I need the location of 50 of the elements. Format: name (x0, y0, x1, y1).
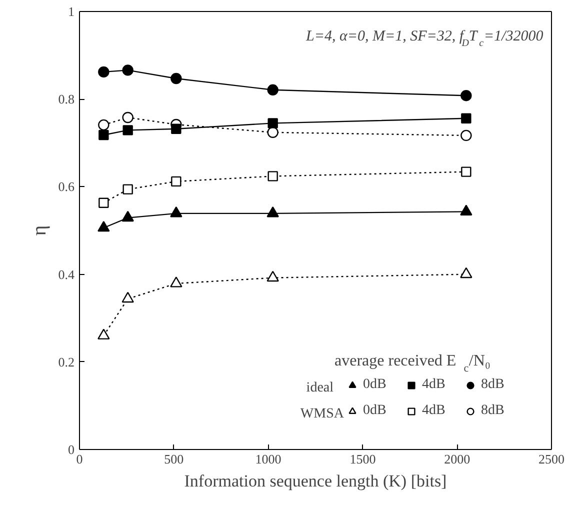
point (461, 166, 472, 177)
point (122, 292, 134, 303)
point (122, 184, 133, 194)
point (170, 276, 182, 288)
x-tick-label: 2500 (538, 452, 564, 466)
y-tick-label: 0.2 (58, 354, 74, 370)
point (460, 204, 472, 216)
y-tick-label: 0.8 (58, 92, 74, 107)
y-tick-label: 0.6 (58, 179, 75, 194)
point (122, 112, 134, 124)
x-axis-title: Information sequence length (K) [bits] (184, 472, 447, 490)
point (267, 84, 278, 96)
x-tick-label: 500 (164, 452, 184, 466)
point (98, 328, 110, 340)
y-axis-title: η (28, 225, 50, 236)
x-tick-label: 2000 (444, 452, 470, 466)
point (98, 130, 109, 140)
point (170, 206, 182, 218)
legend-label: 8dB (481, 403, 506, 419)
y-tick-label: 1 (68, 4, 74, 19)
x-tick-label: 1500 (350, 452, 376, 466)
point (460, 90, 472, 102)
point (98, 119, 110, 131)
point (122, 64, 134, 76)
point (98, 198, 109, 208)
point (460, 130, 472, 142)
annotation: WMSA (300, 406, 345, 422)
y-tick-label: 0 (68, 442, 74, 457)
point (461, 113, 472, 124)
point (98, 220, 110, 232)
point (122, 210, 134, 222)
legend-label: 0dB (363, 377, 388, 393)
annotation: ideal (306, 380, 334, 396)
point (122, 125, 133, 136)
point (267, 126, 278, 138)
point (98, 66, 110, 78)
x-tick-label: 1000 (255, 452, 282, 466)
point (266, 206, 279, 218)
legend-label: 4dB (422, 377, 446, 393)
legend-label: 0dB (363, 403, 388, 419)
legend-label: 8dB (481, 377, 506, 393)
point (171, 124, 182, 134)
point (460, 267, 472, 278)
point (268, 118, 278, 128)
legend-label: 4dB (422, 403, 446, 419)
point (266, 270, 279, 282)
y-tick-label: 0.4 (58, 266, 75, 282)
point (268, 171, 278, 182)
point (171, 176, 182, 187)
point (170, 72, 182, 84)
